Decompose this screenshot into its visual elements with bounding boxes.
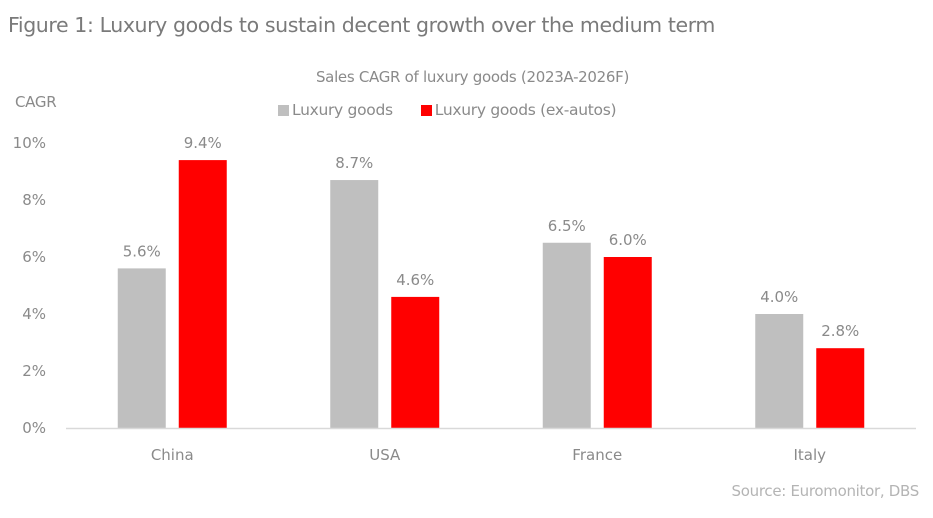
data-label: 9.4% (184, 134, 222, 152)
bar-luxury-goods-ex-autos-france (603, 257, 652, 428)
y-axis-label: CAGR (15, 93, 57, 111)
data-label: 8.7% (335, 154, 373, 172)
bar-luxury-goods-ex-autos-china (178, 160, 227, 428)
data-label: 2.8% (821, 322, 859, 340)
y-tick-label: 10% (13, 134, 46, 152)
legend-swatch-luxury-goods (278, 104, 289, 116)
figure-title: Figure 1: Luxury goods to sustain decent… (8, 13, 715, 37)
data-label: 6.5% (548, 217, 586, 235)
legend-item-luxury-goods-ex-autos: Luxury goods (ex-autos) (420, 101, 617, 119)
data-label: 6.0% (609, 231, 647, 249)
bar-luxury-goods-france (542, 242, 591, 428)
x-tick-label: USA (369, 446, 401, 464)
x-tick-label: France (572, 446, 622, 464)
legend: Luxury goods Luxury goods (ex-autos) (278, 101, 617, 119)
bar-luxury-goods-ex-autos-italy (816, 348, 865, 428)
x-tick-label: Italy (793, 446, 826, 464)
data-label: 4.6% (396, 271, 434, 289)
y-tick-label: 0% (22, 419, 46, 437)
legend-item-luxury-goods: Luxury goods (278, 101, 393, 119)
legend-label-luxury-goods-ex-autos: Luxury goods (ex-autos) (434, 101, 617, 119)
y-tick-label: 4% (22, 305, 46, 323)
chart-title: Sales CAGR of luxury goods (2023A-2026F) (315, 68, 630, 86)
bar-luxury-goods-ex-autos-usa (391, 296, 440, 428)
bar-luxury-goods-italy (755, 314, 804, 428)
data-label: 4.0% (760, 288, 798, 306)
x-tick-label: China (151, 446, 194, 464)
source-note: Source: Euromonitor, DBS (731, 482, 920, 500)
y-tick-label: 6% (22, 248, 46, 266)
y-tick-label: 2% (22, 362, 46, 380)
data-label: 5.6% (123, 242, 161, 260)
y-tick-label: 8% (22, 191, 46, 209)
legend-label-luxury-goods: Luxury goods (292, 101, 393, 119)
bar-luxury-goods-usa (330, 180, 379, 428)
bar-luxury-goods-china (117, 268, 166, 428)
legend-swatch-luxury-goods-ex-autos (420, 104, 432, 116)
